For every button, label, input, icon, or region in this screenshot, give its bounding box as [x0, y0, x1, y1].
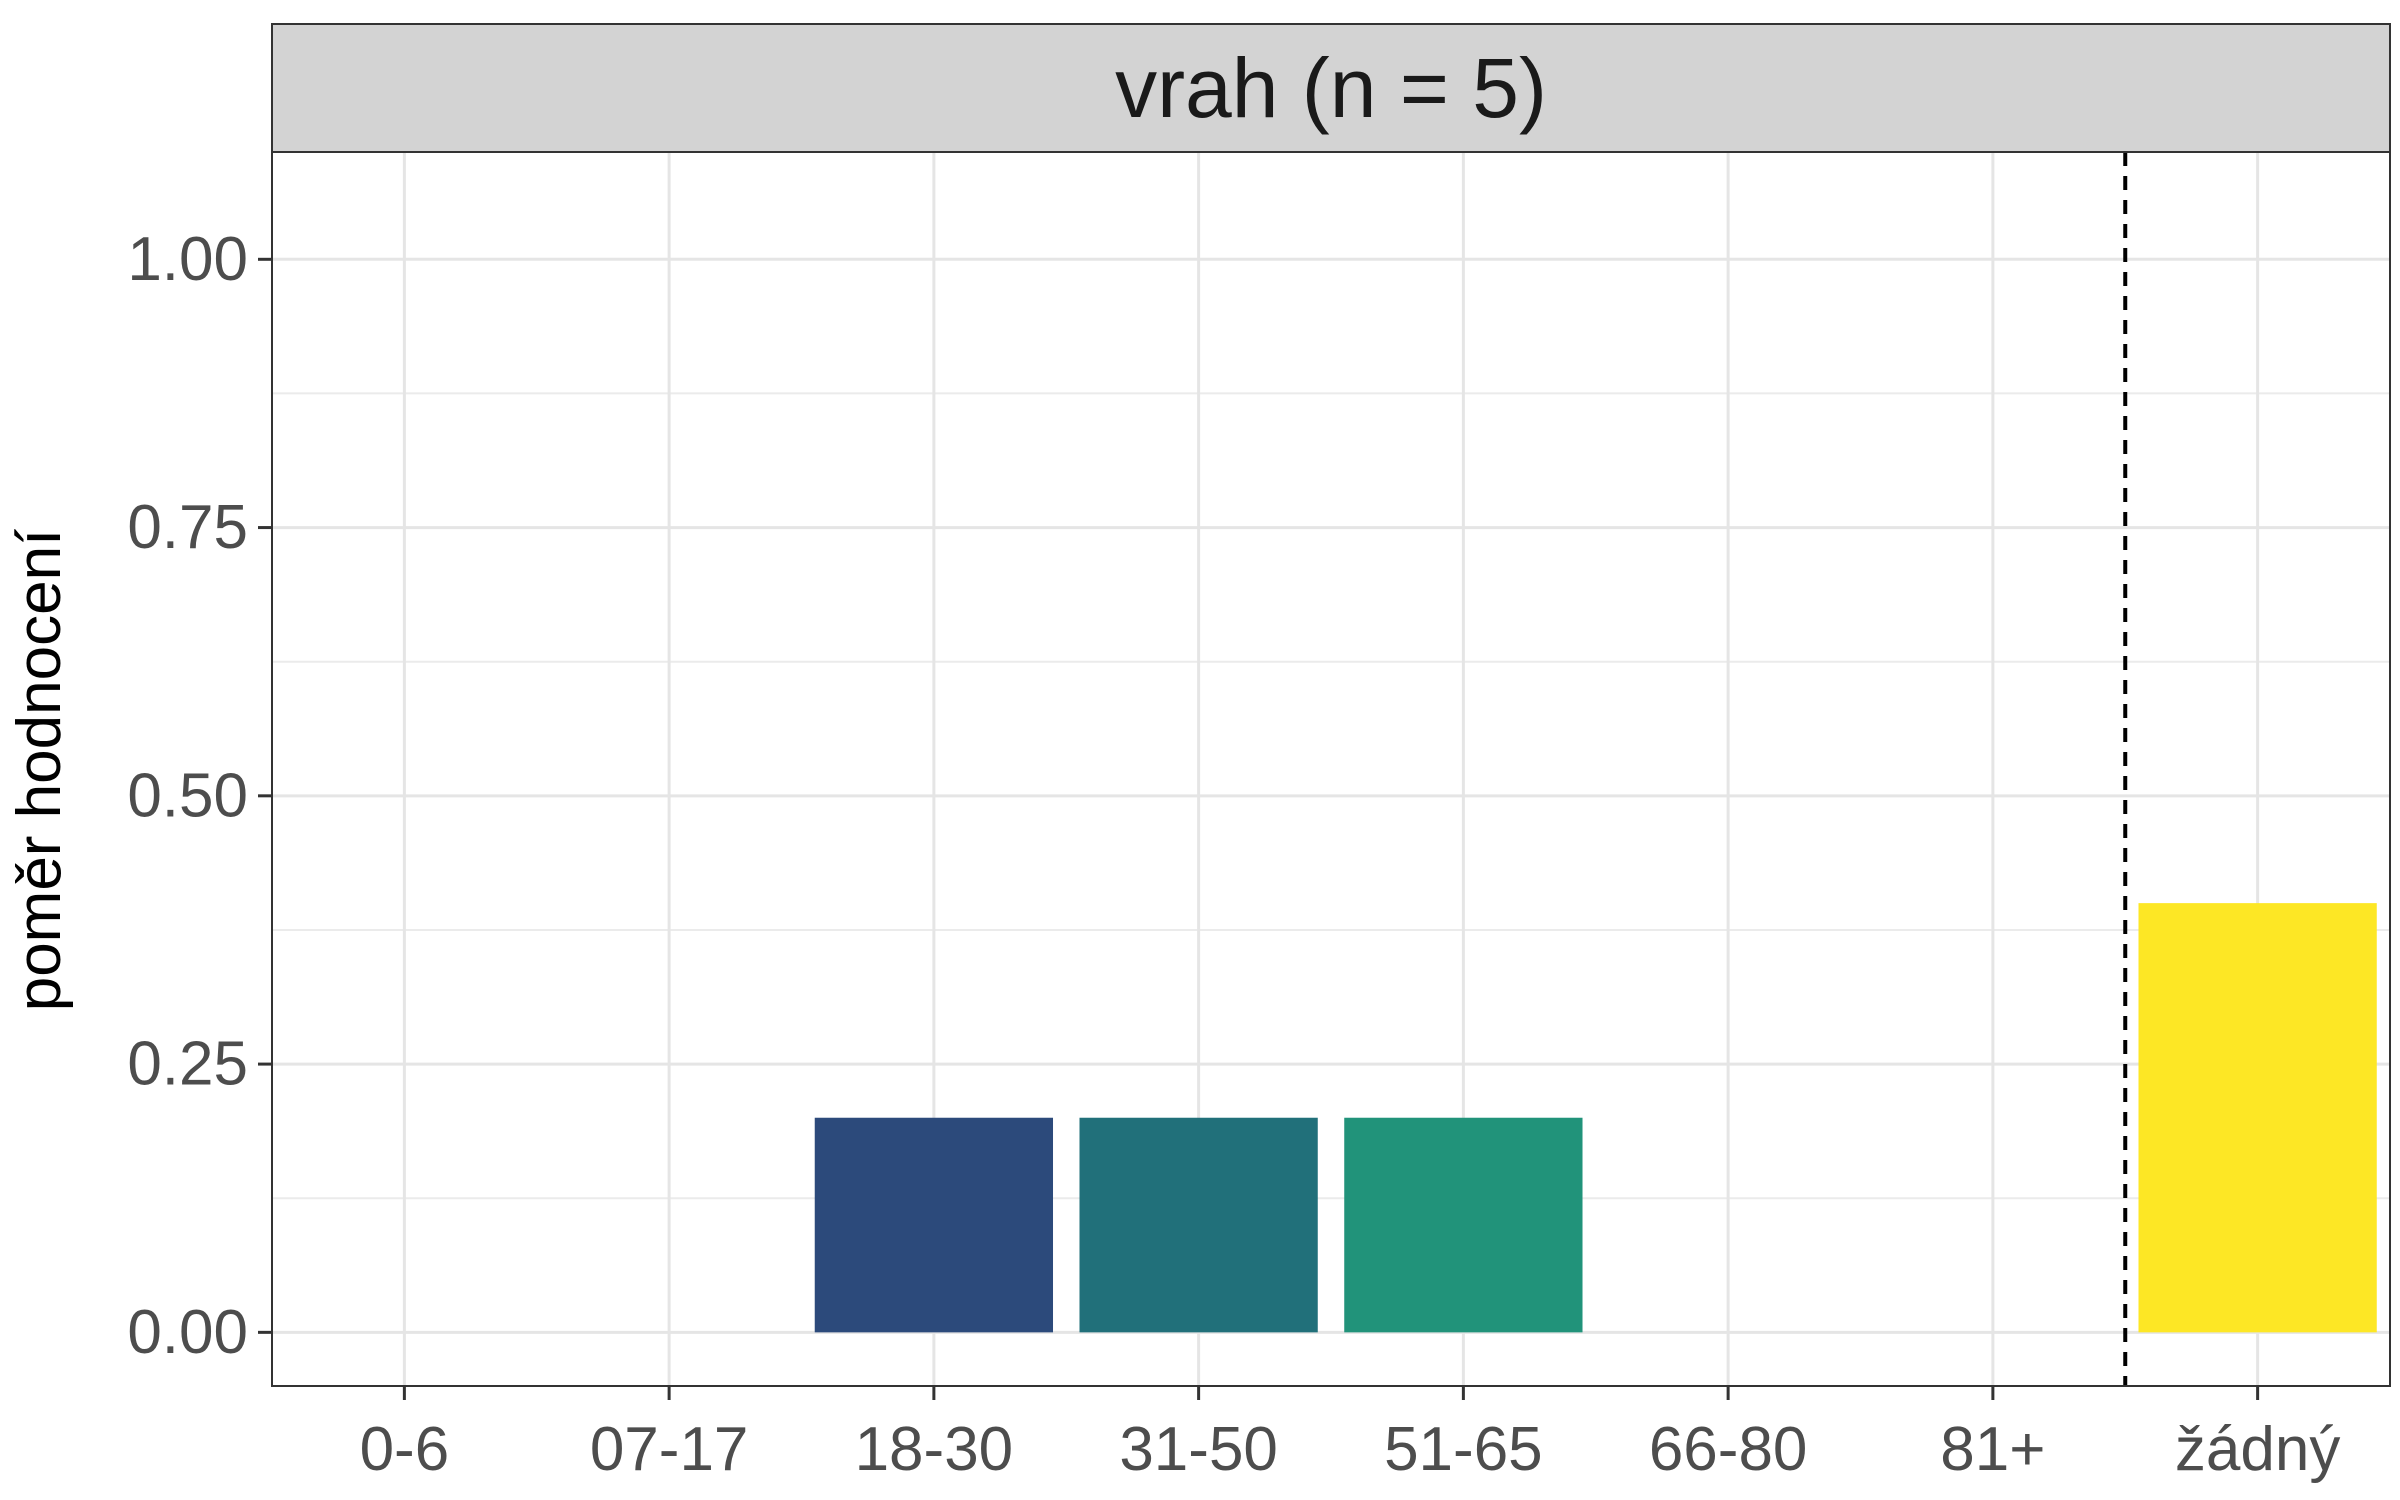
bar-51-65: [1344, 1117, 1583, 1333]
bar-18-30: [814, 1117, 1054, 1333]
bars: [814, 903, 2377, 1333]
facet-strip: [271, 23, 2391, 153]
y-tick-label: 0.50: [127, 761, 248, 830]
bar-žádný: [2138, 903, 2377, 1333]
x-tick-label: 0-6: [360, 1415, 450, 1484]
panel-border: [271, 151, 2391, 1387]
x-tick-label: žádný: [2175, 1415, 2340, 1484]
x-axis: 0-6 07-17 18-30 31-50 51-65 66-80 81+ žádný: [360, 1386, 2340, 1484]
y-axis-title: poměr hodnocení: [5, 529, 74, 1012]
y-tick-label: 0.00: [127, 1298, 248, 1367]
y-tick-label: 0.25: [127, 1030, 248, 1099]
bar-31-50: [1079, 1117, 1318, 1333]
x-tick-label: 07-17: [590, 1415, 749, 1484]
y-tick-label: 0.75: [127, 493, 248, 562]
y-axis: 0.00 0.25 0.50 0.75 1.00: [127, 225, 272, 1367]
x-tick-label: 31-50: [1119, 1415, 1278, 1484]
grid-major: [272, 152, 2390, 1386]
facet-title: vrah (n = 5): [1115, 41, 1547, 135]
grid-minor: [272, 392, 2390, 1200]
y-tick-label: 1.00: [127, 225, 248, 294]
x-tick-label: 51-65: [1384, 1415, 1543, 1484]
x-tick-label: 66-80: [1649, 1415, 1808, 1484]
plot-panel: [272, 152, 2390, 1386]
x-tick-label: 18-30: [855, 1415, 1014, 1484]
x-tick-label: 81+: [1940, 1415, 2045, 1484]
